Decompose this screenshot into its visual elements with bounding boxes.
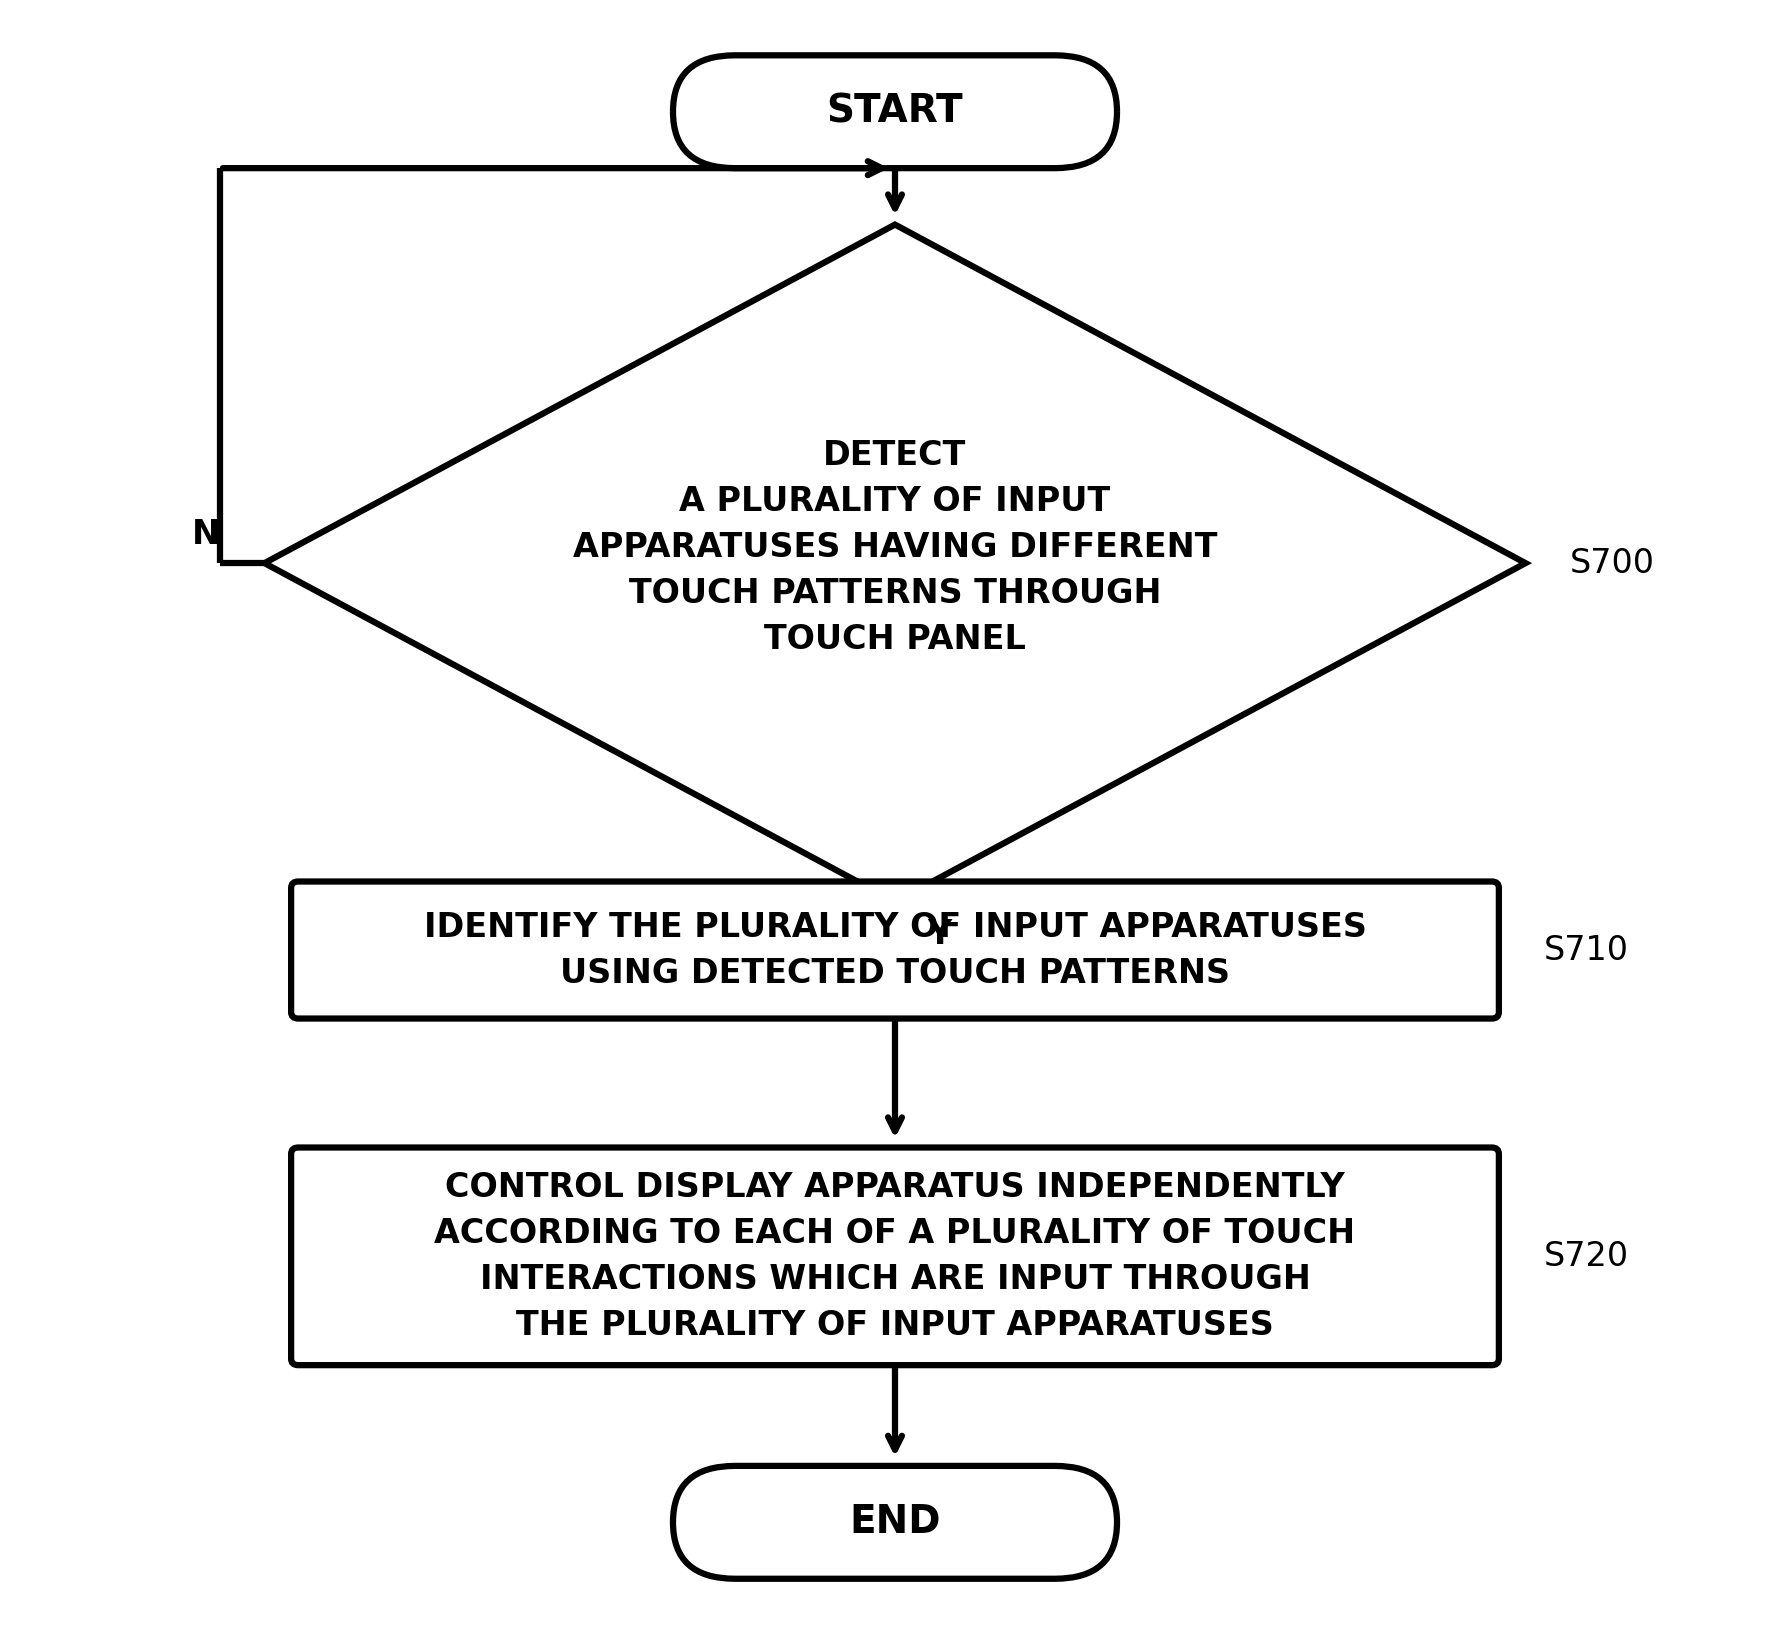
Polygon shape bbox=[265, 224, 1524, 902]
Text: END: END bbox=[848, 1504, 941, 1541]
FancyBboxPatch shape bbox=[673, 55, 1116, 167]
Text: DETECT
A PLURALITY OF INPUT
APPARATUSES HAVING DIFFERENT
TOUCH PATTERNS THROUGH
: DETECT A PLURALITY OF INPUT APPARATUSES … bbox=[572, 439, 1217, 655]
Text: START: START bbox=[827, 93, 962, 130]
FancyBboxPatch shape bbox=[292, 1148, 1497, 1366]
Text: S700: S700 bbox=[1569, 546, 1655, 579]
Text: CONTROL DISPLAY APPARATUS INDEPENDENTLY
ACCORDING TO EACH OF A PLURALITY OF TOUC: CONTROL DISPLAY APPARATUS INDEPENDENTLY … bbox=[435, 1171, 1354, 1341]
Text: Y: Y bbox=[927, 917, 950, 951]
Text: IDENTIFY THE PLURALITY OF INPUT APPARATUSES
USING DETECTED TOUCH PATTERNS: IDENTIFY THE PLURALITY OF INPUT APPARATU… bbox=[424, 911, 1365, 990]
FancyBboxPatch shape bbox=[292, 881, 1497, 1018]
Text: S710: S710 bbox=[1542, 933, 1628, 966]
Text: S720: S720 bbox=[1542, 1241, 1628, 1273]
FancyBboxPatch shape bbox=[673, 1467, 1116, 1579]
Text: N: N bbox=[191, 517, 220, 551]
